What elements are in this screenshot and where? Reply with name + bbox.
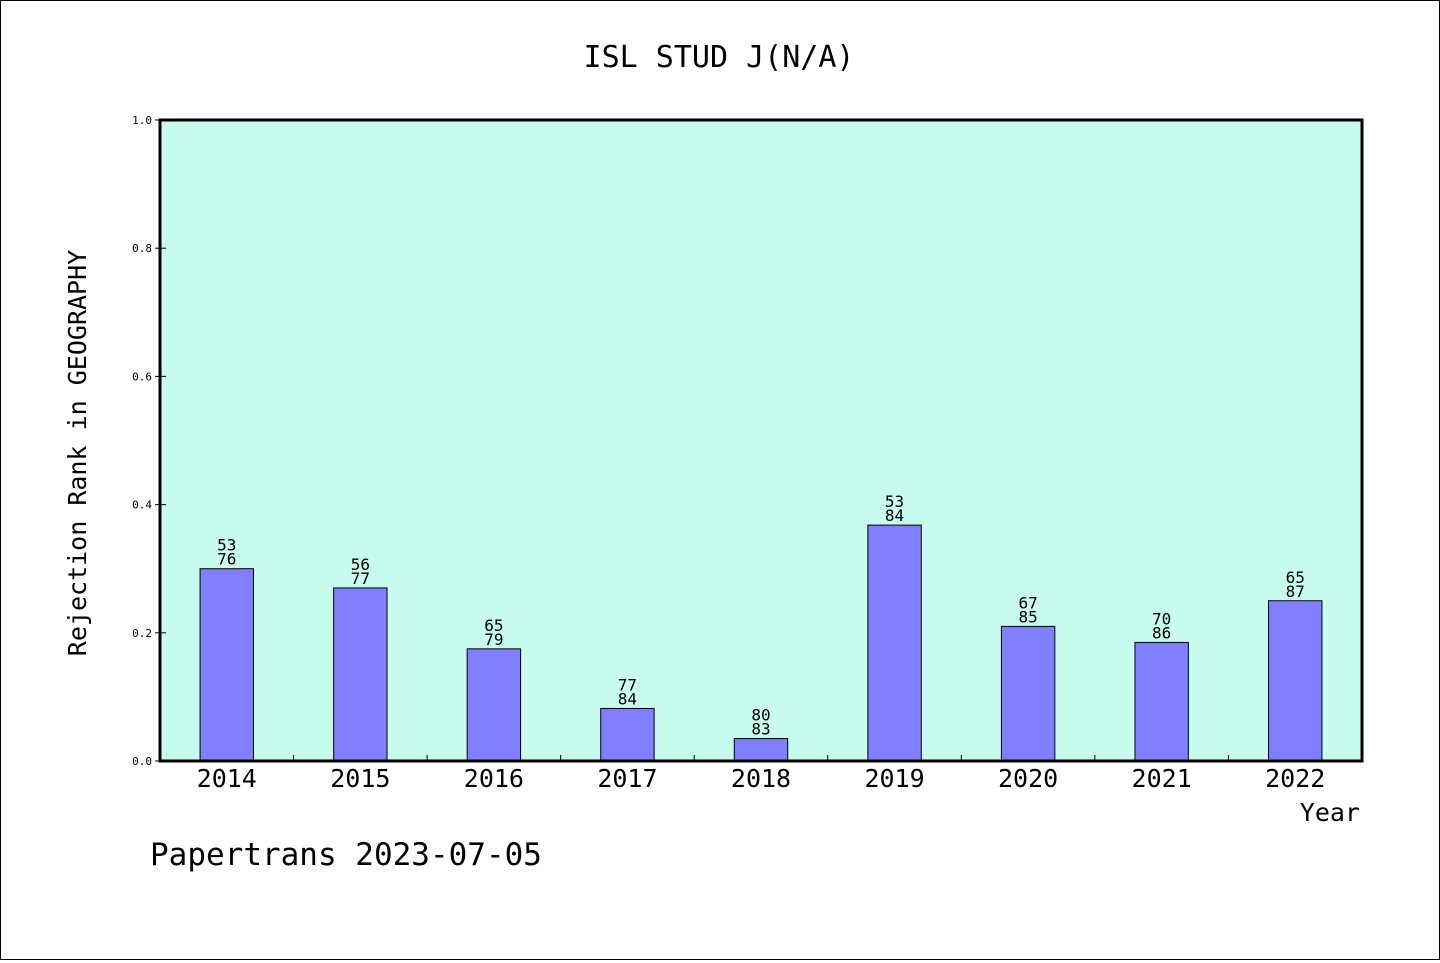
bar-label-bottom: 83 [751,720,770,739]
bar-label-top: 65 [484,616,503,635]
bar [1000,625,1056,762]
y-axis: 0.0 0.2 0.4 0.6 0.8 1.0 [132,114,166,768]
bar-label-top: 56 [351,555,370,574]
bar-label-bottom: 87 [1286,582,1305,601]
y-tick-label: 1.0 [132,114,152,127]
x-tick-label: 2021 [1132,764,1192,793]
bar-label-bottom: 76 [217,550,236,569]
y-tick-label: 0.2 [132,627,152,640]
x-tick-label: 2017 [597,764,657,793]
bar [733,738,789,762]
y-tick-label: 0.0 [132,755,152,768]
bar-label-bottom: 85 [1018,607,1037,626]
bar [1134,641,1189,762]
bar-label-bottom: 84 [618,689,637,708]
y-tick-label: 0.4 [132,499,152,512]
bar [1268,600,1323,762]
chart-title: ISL STUD J(N/A) [584,40,855,75]
bar-label-top: 53 [885,492,904,511]
bar-label-bottom: 84 [885,506,904,525]
y-tick-label: 0.8 [132,242,152,255]
bar-label-bottom: 79 [484,630,503,649]
bar [333,587,388,762]
bar-series [199,524,1323,762]
x-axis: 2014 2015 2016 2017 2018 2019 2020 2021 2022 [197,755,1325,793]
bar [466,648,522,762]
bar [867,524,922,762]
footer-text: Papertrans 2023-07-05 [150,837,542,873]
y-axis-label: Rejection Rank in GEOGRAPHY [63,250,92,656]
x-axis-label: Year [1300,798,1360,827]
bar-label-top: 70 [1152,609,1171,628]
x-tick-label: 2014 [197,764,257,793]
bar-label-top: 53 [217,536,236,555]
x-tick-label: 2015 [330,764,390,793]
x-tick-label: 2020 [998,764,1058,793]
bar-label-top: 80 [751,706,770,725]
bar-label-bottom: 86 [1152,623,1171,642]
y-tick-label: 0.6 [132,370,152,383]
plot-border [158,118,1364,763]
bar-label-top: 65 [1286,568,1305,587]
bar-label-top: 77 [618,675,637,694]
bar [600,707,655,762]
x-tick-label: 2016 [464,764,524,793]
x-tick-label: 2022 [1265,764,1325,793]
bar-label-top: 67 [1018,593,1037,612]
x-tick-label: 2018 [731,764,791,793]
x-tick-label: 2019 [864,764,924,793]
bar-label-bottom: 77 [351,569,370,588]
bar [199,568,254,762]
